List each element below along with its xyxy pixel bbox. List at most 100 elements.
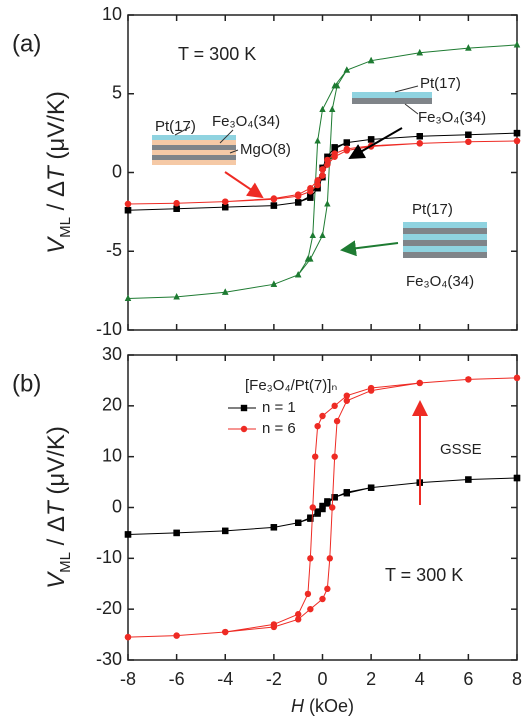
y-tick-label: 10 — [102, 4, 122, 24]
marker — [319, 231, 326, 239]
marker — [294, 616, 302, 623]
y-tick-label: 0 — [112, 161, 122, 181]
marker — [270, 202, 278, 209]
axis-title-part: / Δ — [43, 516, 70, 552]
marker — [331, 494, 338, 501]
marker — [270, 623, 278, 631]
marker — [367, 484, 375, 491]
marker — [324, 500, 331, 507]
marker — [124, 531, 132, 538]
annotation: Pt(17) — [412, 201, 453, 218]
marker — [343, 490, 351, 497]
inset-trilayer — [152, 126, 264, 199]
marker — [465, 44, 472, 51]
annotation: T = 300 K — [178, 44, 256, 64]
legend-label: n = 6 — [262, 420, 296, 437]
marker — [307, 555, 314, 562]
marker — [307, 188, 314, 195]
marker — [314, 177, 321, 184]
marker — [416, 379, 423, 387]
axis-title-part: / Δ — [43, 181, 70, 217]
marker — [270, 196, 278, 203]
panel-label: (b) — [12, 370, 41, 397]
marker — [333, 417, 341, 425]
marker — [304, 590, 312, 598]
marker — [333, 82, 341, 89]
annotation: MgO(8) — [240, 141, 291, 158]
marker — [307, 515, 314, 522]
marker — [465, 131, 472, 138]
y-tick-label: -20 — [96, 598, 122, 618]
axis-title-part: V — [43, 236, 70, 254]
marker — [367, 136, 375, 143]
annotation: T = 300 K — [385, 565, 463, 585]
axis-title-part: ML — [57, 552, 74, 573]
marker — [319, 105, 326, 113]
marker — [309, 231, 316, 239]
marker — [309, 504, 316, 511]
legend-label: n = 1 — [262, 399, 296, 416]
marker — [329, 504, 336, 511]
marker — [173, 529, 180, 537]
x-tick-label: 4 — [415, 669, 425, 689]
y-tick-label: 0 — [112, 496, 122, 516]
marker — [465, 138, 472, 145]
y-tick-label: 20 — [102, 395, 122, 415]
marker — [307, 255, 314, 262]
y-tick-label: -5 — [106, 240, 122, 260]
annotation: Fe₃O₄(34) — [418, 109, 486, 126]
axis-title-part: ML — [57, 217, 74, 238]
marker — [314, 510, 321, 517]
marker — [314, 137, 321, 144]
marker — [294, 199, 302, 206]
marker — [324, 156, 331, 164]
marker — [173, 293, 180, 300]
marker — [173, 205, 180, 212]
marker — [319, 505, 326, 513]
marker — [222, 527, 229, 535]
marker — [416, 133, 423, 140]
marker — [270, 524, 278, 531]
annotation: Pt(17) — [420, 75, 461, 92]
x-tick-label: -6 — [169, 669, 185, 689]
marker — [343, 66, 351, 73]
marker — [312, 453, 319, 460]
axis-title-part: V — [43, 571, 70, 589]
marker — [270, 280, 278, 287]
y-tick-label: -10 — [96, 319, 122, 339]
legend-marker — [240, 425, 248, 433]
inset-multilayer — [340, 222, 487, 258]
axis-title: H (kOe) — [291, 696, 354, 716]
legend-marker — [240, 404, 248, 412]
axis-title: VML / ΔT (μV/K) — [43, 91, 74, 254]
marker — [513, 474, 521, 482]
marker — [465, 476, 472, 483]
marker — [124, 633, 132, 641]
x-tick-label: -4 — [217, 669, 233, 689]
axis-title-part: T — [43, 499, 70, 516]
y-tick-label: 10 — [102, 445, 122, 465]
axis-title-part: H — [291, 696, 305, 716]
x-tick-label: 2 — [366, 669, 376, 689]
annotation: Pt(17) — [155, 118, 196, 135]
marker — [343, 392, 351, 399]
marker — [124, 294, 132, 302]
marker — [173, 632, 180, 639]
marker — [314, 422, 321, 430]
marker — [343, 147, 351, 154]
y-tick-label: -30 — [96, 649, 122, 669]
marker — [331, 153, 338, 160]
marker — [513, 129, 521, 137]
marker — [331, 453, 338, 460]
marker — [307, 194, 314, 201]
annotation: GSSE — [440, 441, 482, 458]
marker — [324, 161, 331, 168]
y-tick-label: -10 — [96, 547, 122, 567]
axis-title-part: (μV/K) — [43, 426, 70, 501]
marker — [513, 374, 521, 382]
inset-bilayer — [348, 85, 432, 159]
marker — [319, 172, 326, 179]
marker — [367, 387, 375, 394]
